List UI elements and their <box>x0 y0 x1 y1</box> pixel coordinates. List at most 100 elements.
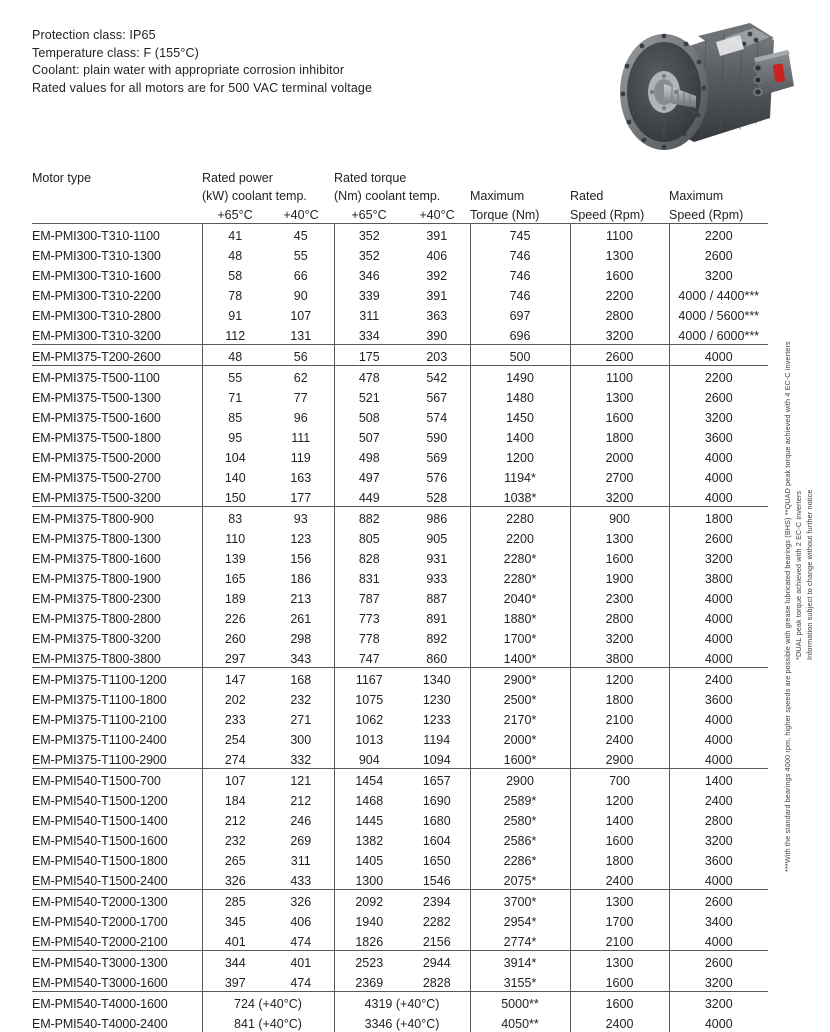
header-rated-speed-spacer <box>570 168 669 186</box>
cell-motor-type: EM-PMI540-T3000-1600 <box>32 971 202 992</box>
header-blank-2 <box>32 204 202 224</box>
cell-rated-speed: 2900 <box>570 748 669 769</box>
cell-rated-torque-40c: 1230 <box>404 688 470 708</box>
cell-rated-power-65c: 48 <box>202 345 268 366</box>
cell-maximum-speed: 4000 <box>669 345 768 366</box>
header-max-torque-spacer <box>470 168 570 186</box>
cell-rated-torque-40c: 931 <box>404 547 470 567</box>
cell-maximum-torque: 2589* <box>470 789 570 809</box>
cell-maximum-speed: 4000 <box>669 587 768 607</box>
cell-rated-torque-65c: 352 <box>334 224 404 245</box>
cell-rated-power-40c: 111 <box>268 426 334 446</box>
cell-maximum-torque: 2580* <box>470 809 570 829</box>
cell-rated-power-40c: 406 <box>268 910 334 930</box>
cell-rated-power-65c: 150 <box>202 486 268 507</box>
cell-rated-torque-40c: 542 <box>404 366 470 387</box>
cell-rated-power-65c: 110 <box>202 527 268 547</box>
cell-rated-torque-40c: 860 <box>404 647 470 668</box>
cell-maximum-speed: 2200 <box>669 366 768 387</box>
cell-maximum-speed: 2200 <box>669 224 768 245</box>
cell-rated-speed: 1800 <box>570 849 669 869</box>
cell-maximum-speed: 2600 <box>669 527 768 547</box>
cell-rated-torque-40c: 203 <box>404 345 470 366</box>
cell-rated-power-40c: 298 <box>268 627 334 647</box>
cell-maximum-speed: 3800 <box>669 567 768 587</box>
cell-rated-torque-40c: 1094 <box>404 748 470 769</box>
cell-rated-torque-65c: 2092 <box>334 890 404 911</box>
header-max-torque-line1: Maximum <box>470 186 570 204</box>
header-row-2: (kW) coolant temp. (Nm) coolant temp. Ma… <box>32 186 768 204</box>
cell-rated-power-40c: 232 <box>268 688 334 708</box>
cell-rated-speed: 1600 <box>570 406 669 426</box>
cell-maximum-speed: 3600 <box>669 426 768 446</box>
cell-rated-speed: 2300 <box>570 587 669 607</box>
cell-rated-power-40c: 55 <box>268 244 334 264</box>
cell-rated-speed: 1100 <box>570 224 669 245</box>
cell-maximum-speed: 4000 <box>669 930 768 951</box>
cell-rated-power-65c: 104 <box>202 446 268 466</box>
cell-rated-torque-65c: 507 <box>334 426 404 446</box>
cell-maximum-torque: 3700* <box>470 890 570 911</box>
cell-rated-power-65c: 58 <box>202 264 268 284</box>
cell-motor-type: EM-PMI540-T2000-1700 <box>32 910 202 930</box>
cell-maximum-torque: 1194* <box>470 466 570 486</box>
cell-rated-torque-40c: 576 <box>404 466 470 486</box>
cell-maximum-speed: 4000 / 6000*** <box>669 324 768 345</box>
cell-maximum-speed: 3200 <box>669 971 768 992</box>
cell-rated-power-65c: 95 <box>202 426 268 446</box>
header-rated-torque-line1: Rated torque <box>334 168 470 186</box>
cell-rated-torque-40c: 891 <box>404 607 470 627</box>
cell-rated-torque-65c: 1826 <box>334 930 404 951</box>
cell-motor-type: EM-PMI540-T1500-1200 <box>32 789 202 809</box>
cell-rated-power-65c: 397 <box>202 971 268 992</box>
cell-rated-power-65c: 112 <box>202 324 268 345</box>
specification-notes: Protection class: IP65 Temperature class… <box>32 27 372 97</box>
cell-maximum-speed: 4000 <box>669 627 768 647</box>
cell-rated-power-40c: 401 <box>268 951 334 972</box>
cell-rated-power-65c: 202 <box>202 688 268 708</box>
cell-rated-speed: 1100 <box>570 366 669 387</box>
cell-rated-torque-65c: 828 <box>334 547 404 567</box>
cell-rated-power-40c: 261 <box>268 607 334 627</box>
cell-maximum-speed: 4000 <box>669 647 768 668</box>
cell-rated-power-65c: 345 <box>202 910 268 930</box>
cell-rated-power-40c: 269 <box>268 829 334 849</box>
cell-rated-power-40c: 474 <box>268 930 334 951</box>
note-temperature-class: Temperature class: F (155°C) <box>32 45 372 63</box>
header-row-1: Motor type Rated power Rated torque <box>32 168 768 186</box>
header-rated-speed-line1: Rated <box>570 186 669 204</box>
cell-rated-torque-40c: 2394 <box>404 890 470 911</box>
cell-rated-power-40c: 300 <box>268 728 334 748</box>
cell-rated-torque-65c: 805 <box>334 527 404 547</box>
cell-motor-type: EM-PMI540-T1500-1800 <box>32 849 202 869</box>
cell-motor-type: EM-PMI300-T310-1100 <box>32 224 202 245</box>
cell-maximum-torque: 2954* <box>470 910 570 930</box>
footnote-bearings-quad: ***With the standard bearings 4000 rpm, … <box>784 341 792 872</box>
cell-rated-power-40c: 311 <box>268 849 334 869</box>
cell-maximum-speed: 3600 <box>669 688 768 708</box>
cell-rated-power-65c: 274 <box>202 748 268 769</box>
cell-rated-torque-65c: 478 <box>334 366 404 387</box>
cell-rated-torque-40c: 391 <box>404 284 470 304</box>
cell-rated-torque-40c: 528 <box>404 486 470 507</box>
cell-rated-power-65c: 233 <box>202 708 268 728</box>
cell-motor-type: EM-PMI540-T4000-2400 <box>32 1012 202 1032</box>
cell-maximum-torque: 4050** <box>470 1012 570 1032</box>
cell-rated-speed: 2400 <box>570 1012 669 1032</box>
cell-motor-type: EM-PMI375-T800-1600 <box>32 547 202 567</box>
cell-rated-power-40c: 343 <box>268 647 334 668</box>
cell-maximum-torque: 2500* <box>470 688 570 708</box>
cell-rated-power-40c: 66 <box>268 264 334 284</box>
cell-rated-power-40c: 77 <box>268 386 334 406</box>
cell-rated-speed: 1600 <box>570 992 669 1013</box>
motor-specification-table: Motor type Rated power Rated torque (kW)… <box>32 168 768 1032</box>
cell-motor-type: EM-PMI375-T1100-2100 <box>32 708 202 728</box>
cell-rated-torque-65c: 175 <box>334 345 404 366</box>
cell-rated-power-40c: 90 <box>268 284 334 304</box>
header-torque-40c: +40°C <box>404 204 470 224</box>
